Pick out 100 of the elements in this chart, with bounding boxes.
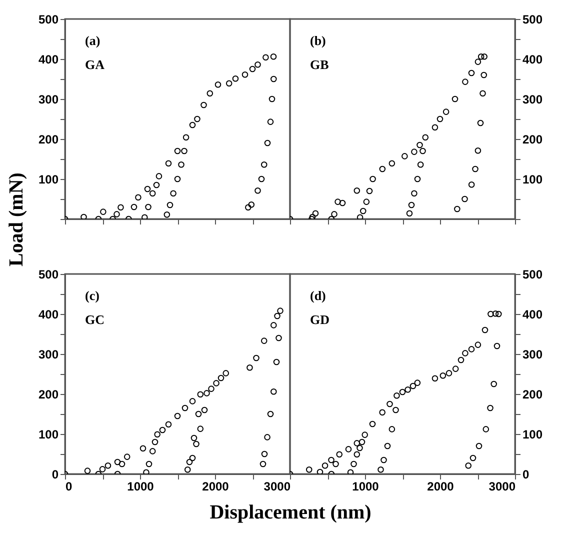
annotation: (a)	[85, 33, 100, 48]
y-tick-label: 500	[522, 12, 543, 26]
x-tick-label: 1000	[127, 480, 154, 494]
point	[135, 194, 142, 201]
point	[370, 176, 376, 182]
point	[206, 90, 214, 97]
point	[334, 198, 341, 205]
point	[118, 204, 124, 211]
x-tick-label: 2000	[202, 480, 230, 494]
point	[474, 58, 482, 65]
point	[477, 120, 484, 126]
point	[130, 204, 138, 210]
point	[480, 72, 488, 78]
point	[379, 166, 386, 172]
point	[226, 80, 232, 87]
point	[454, 206, 460, 212]
point	[260, 161, 268, 168]
point	[312, 210, 319, 217]
point	[249, 66, 256, 72]
point	[174, 148, 181, 154]
point	[144, 186, 151, 192]
annotation: (d)	[310, 288, 326, 303]
annotation: (b)	[310, 33, 326, 48]
y-tick-label: 400	[522, 308, 543, 322]
point	[174, 176, 181, 182]
y-tick-label: 100	[38, 172, 59, 186]
annotation: GD	[310, 312, 330, 327]
annotation: GA	[85, 57, 106, 72]
y-tick-label: 0	[522, 468, 530, 482]
y-tick-label: 200	[38, 132, 59, 146]
point	[363, 198, 370, 205]
point	[170, 190, 176, 197]
point	[254, 61, 261, 68]
point	[258, 176, 265, 182]
point	[262, 54, 269, 61]
y-axis-title: Load (mN)	[5, 172, 28, 266]
point	[402, 153, 408, 160]
point	[80, 214, 87, 219]
point	[480, 90, 486, 97]
point	[267, 118, 274, 125]
point	[478, 53, 484, 60]
point	[388, 160, 396, 167]
point	[360, 208, 366, 214]
y-tick-label: 200	[522, 388, 543, 402]
point	[245, 204, 252, 211]
point	[472, 166, 478, 172]
point	[100, 208, 106, 215]
point	[442, 108, 450, 115]
point	[194, 116, 200, 122]
point	[474, 147, 482, 154]
point	[164, 211, 170, 218]
x-tick-label: 1000	[352, 480, 380, 494]
point	[436, 116, 444, 122]
point	[366, 188, 373, 194]
annotation: GB	[310, 57, 330, 72]
y-tick-label: 200	[522, 132, 543, 146]
x-axis-title: Displacement (nm)	[210, 502, 372, 524]
annotation: (c)	[85, 288, 100, 303]
point	[145, 204, 152, 210]
point	[232, 75, 239, 82]
point	[417, 161, 424, 168]
y-tick-label: 500	[38, 268, 59, 282]
point	[422, 134, 429, 141]
y-tick-label: 200	[38, 388, 59, 402]
x-tick-label: 3000	[488, 480, 516, 494]
point	[411, 190, 418, 197]
point	[420, 148, 426, 154]
point	[416, 142, 423, 148]
point	[270, 76, 277, 82]
point	[270, 53, 277, 60]
y-tick-label: 400	[38, 52, 59, 66]
y-tick-label: 300	[522, 92, 543, 106]
point	[248, 201, 255, 208]
point	[214, 81, 222, 88]
point	[452, 96, 458, 102]
point	[153, 182, 160, 188]
x-tick-label: 0	[66, 480, 72, 494]
point	[156, 173, 162, 180]
point	[462, 78, 468, 85]
y-tick-label: 100	[38, 428, 59, 442]
point	[254, 187, 261, 194]
point	[481, 53, 488, 60]
point	[356, 214, 364, 219]
y-tick-label: 300	[38, 348, 59, 362]
point	[414, 176, 421, 182]
y-tick-label: 400	[38, 308, 59, 322]
point	[181, 148, 188, 154]
point	[268, 96, 276, 102]
point	[468, 70, 475, 76]
point	[200, 102, 207, 108]
point	[264, 140, 271, 146]
y-tick-label: 100	[522, 172, 543, 186]
point	[339, 200, 346, 206]
point	[331, 211, 338, 218]
point	[408, 202, 415, 208]
point	[354, 187, 360, 194]
point	[462, 196, 468, 202]
annotation: GC	[85, 312, 104, 327]
point	[189, 122, 196, 128]
x-tick-label: 3000	[264, 480, 291, 494]
